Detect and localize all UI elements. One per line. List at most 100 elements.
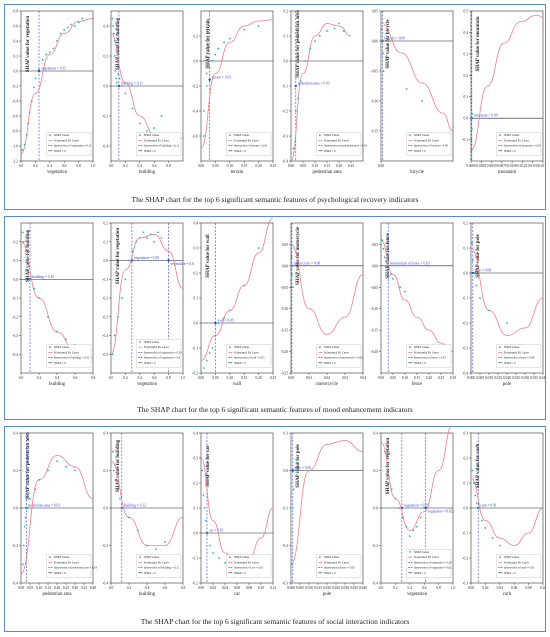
y-tick-label: 0.0 [14,507,19,511]
shap-point [387,264,390,267]
y-tick-label: 0.0 [374,507,379,511]
y-tick-label: 0.2 [104,469,109,473]
x-tick-label: 0.2 [33,164,38,168]
legend-label: SHAP = 0 [504,571,516,575]
shap-point [118,77,121,80]
shap-point [473,272,476,274]
y-tick-label: 0.2 [464,457,469,461]
y-tick-label: -0.3 [462,582,468,586]
x-tick-label: 0.8 [76,164,81,168]
y-tick-label: 0.0 [104,507,109,511]
x-tick-label: 0.020 [503,376,511,380]
shap-point [77,21,80,24]
polynomial-fit-curve [380,427,451,531]
shap-point [224,562,226,564]
shap-point [112,469,115,472]
legend-label: Intersection of pedestrian area = 0.03 [324,144,368,148]
legend-label: Polynomial Fit Curve [414,138,440,142]
shap-point [202,367,205,369]
polynomial-fit-curve [200,217,274,361]
shap-point [47,315,49,318]
legend-label: Intersection of building = 0.11 [144,144,180,148]
x-axis-label: curb [503,592,512,597]
x-tick-label: 0.6 [152,164,157,168]
x-tick-label: 0.02 [482,586,488,590]
legend-label: Polynomial Fit Curve [54,560,80,564]
y-tick-label: 0.1 [104,240,109,244]
legend-label: SHAP values [324,345,340,349]
legend-label: SHAP values [234,133,250,137]
y-tick-label: 0.00 [372,264,378,268]
legend-swatch-points [408,134,411,137]
y-tick-label: 0.0 [284,60,289,64]
legend-box [496,132,542,156]
y-axis-label: SHAP value for vegetation [116,228,121,285]
y-axis-label: SHAP value for pole [476,234,481,278]
legend-label: Polynomial Fit Curve [324,560,350,564]
x-tick-label: 0.25 [270,164,276,168]
shap-point [208,352,211,354]
legend-label: Polynomial Fit Curve [234,560,260,564]
x-tick-label: 0.025 [512,376,520,380]
shap-point [153,240,156,243]
shap-point [22,544,25,547]
shap-point [70,23,73,26]
legend-label: Polynomial Fit Curve [504,350,530,354]
shap-point [34,488,37,491]
x-tick-label: 0.03 [342,376,348,380]
x-tick-label: 0.15 [241,164,247,168]
shap-point [120,507,123,509]
shap-point [24,250,27,253]
shap-point [164,540,166,543]
legend-label: Polynomial Fit Curve [414,555,440,559]
shap-point [56,330,58,333]
shap-point [29,497,31,500]
polynomial-fit-curve [380,22,454,132]
polynomial-fit-curve [470,14,544,151]
x-tick-label: 0.25 [63,586,69,590]
legend-label: Intersection of curb = 0.01 [504,566,535,570]
shap-point [113,334,116,337]
y-tick-label: -0.2 [282,110,288,114]
y-tick-label: -0.15 [281,329,289,333]
plot-frame [380,10,454,162]
y-tick-label: 0.2 [464,222,469,226]
shap-point [381,28,383,30]
x-tick-label: 0.10 [36,586,42,590]
x-axis-label: terrain [231,170,244,175]
interaction-label: terrain = 0.03 [212,75,232,79]
legend-label: SHAP = 0 [54,149,66,153]
x-tick-label: 0.030 [521,376,529,380]
y-tick-label: -0.2 [12,544,18,548]
y-tick-label: -1.2 [12,160,18,164]
legend-label: SHAP values [504,555,520,559]
shap-point [488,309,490,312]
x-tick-label: 0.20 [255,376,261,380]
shap-point [228,309,231,312]
y-tick-label: 0.05 [372,243,378,247]
shap-point [292,488,295,491]
legend-label: Intersection of vegetation = 0.15 [54,144,92,148]
chart-2-5: -0.3 -0.2 -0.1 0.0 0.1 0.2 0.3 0.00 0.02 0.04 0.06… [462,432,545,598]
x-tick-label: 0.0 [19,164,24,168]
shap-point [120,85,123,87]
shap-point [389,273,392,276]
x-tick-label: 0.20 [54,586,60,590]
y-tick-label: 0.4 [104,432,109,436]
shap-point [333,27,336,30]
y-tick-label: 0.4 [194,432,199,436]
y-axis-label: SHAP value for mountain [476,16,481,71]
shap-point [128,259,130,262]
shap-point [382,52,384,54]
polynomial-fit-curve [380,239,454,352]
interaction-point [471,271,474,275]
interaction-label: car = 0.01 [209,529,224,533]
y-tick-label: 0.1 [464,247,469,251]
y-tick-label: 0.2 [14,469,19,473]
shap-point [30,100,33,102]
legend-label: SHAP = 0 [324,571,336,575]
x-axis-label: building [49,382,66,387]
chart-2-2: -0.2 -0.1 0.0 0.1 0.2 0.3 0.4 0.00 0.02 0.04 0.06 0… [192,432,276,598]
